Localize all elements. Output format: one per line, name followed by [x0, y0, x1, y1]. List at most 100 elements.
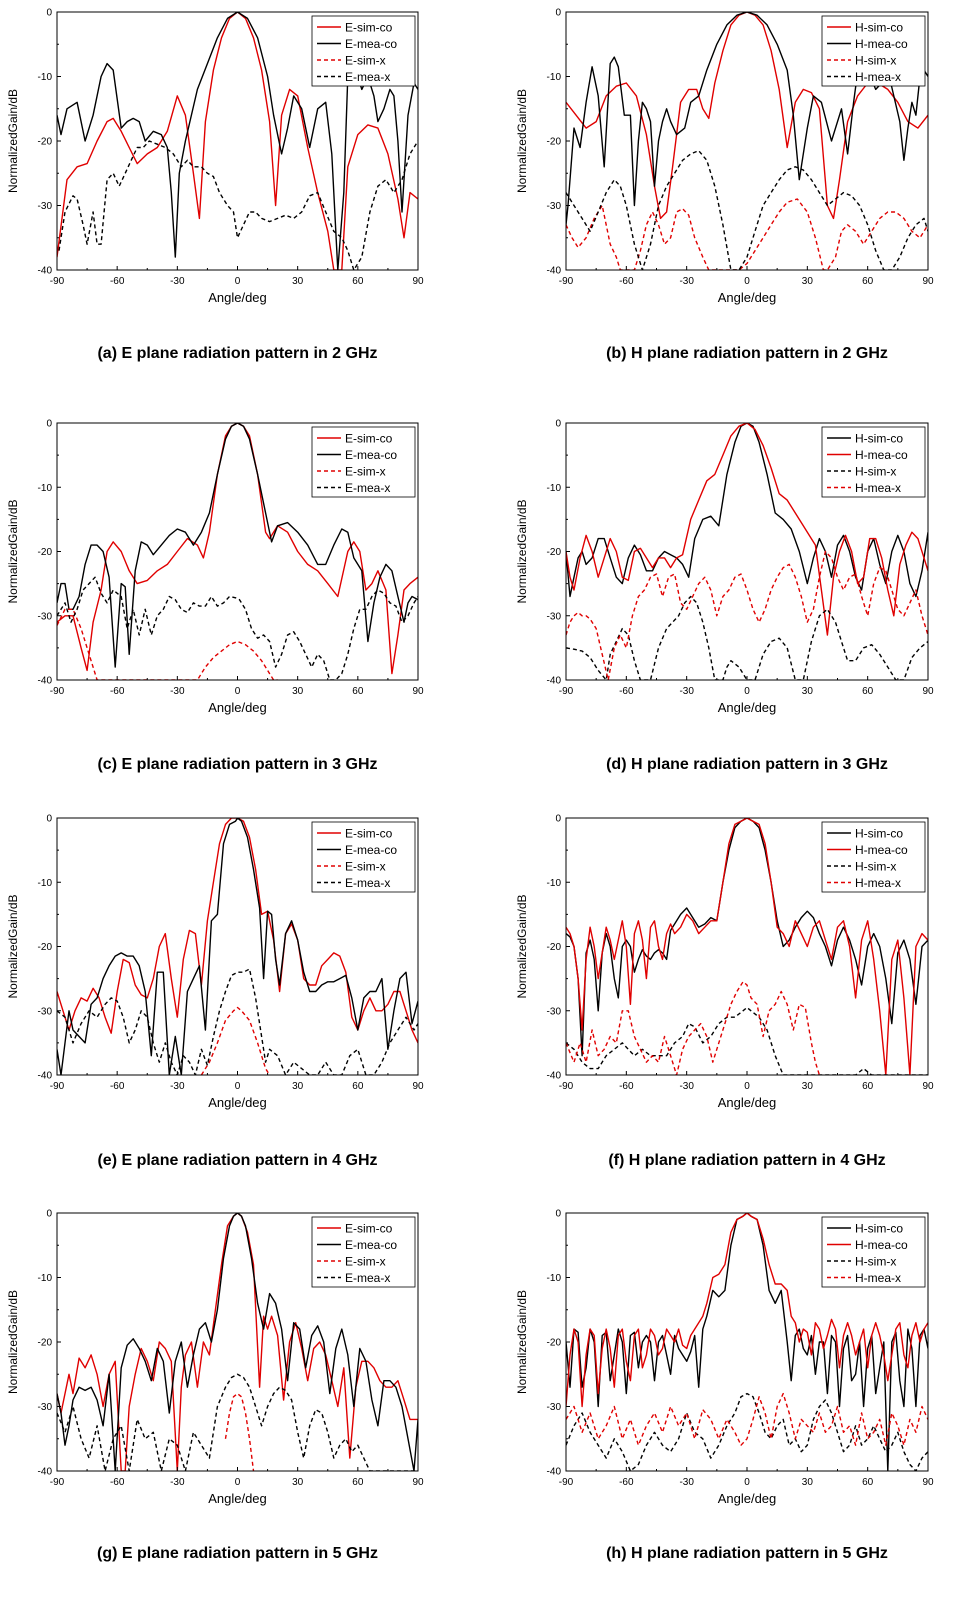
x-tick-label: 30 — [292, 686, 304, 697]
x-tick-label: 0 — [744, 276, 750, 287]
y-tick-label: -10 — [38, 72, 53, 83]
chart-panel: -90 -60 -30 0 30 60 90 0 -10 -20 -30 -40 Angle/deg No… — [6, 8, 424, 306]
y-tick-label: -20 — [547, 942, 562, 953]
y-tick-label: 0 — [46, 814, 52, 825]
x-tick-label: 30 — [292, 276, 304, 287]
x-tick-label: -60 — [110, 1081, 125, 1092]
y-tick-label: -40 — [547, 1467, 562, 1478]
x-tick-label: -30 — [170, 686, 185, 697]
series-line — [566, 595, 928, 680]
y-tick-label: -30 — [38, 1402, 53, 1413]
series-line — [57, 423, 418, 668]
series-line — [566, 423, 928, 598]
x-tick-label: -60 — [619, 686, 634, 697]
x-tick-label: -30 — [170, 1477, 185, 1488]
x-tick-label: 0 — [235, 1477, 241, 1488]
y-tick-label: -30 — [38, 201, 53, 212]
x-tick-label: -30 — [679, 1477, 694, 1488]
series-line — [57, 576, 418, 680]
legend-label: H-mea-x — [855, 481, 901, 495]
legend: E-sim-co E-mea-co E-sim-x E-mea-x — [311, 15, 416, 87]
x-tick-label: 0 — [744, 1081, 750, 1092]
figure-caption: (c) E plane radiation pattern in 3 GHz — [97, 756, 378, 773]
y-tick-label: -10 — [547, 483, 562, 494]
y-axis-label: NormalizedGain/dB — [6, 499, 20, 603]
figure-caption: (e) E plane radiation pattern in 4 GHz — [97, 1152, 378, 1169]
legend: H-sim-co H-mea-co H-sim-x H-mea-x — [821, 426, 926, 498]
series-line — [57, 968, 418, 1075]
series-line — [566, 1392, 928, 1471]
legend-label: E-mea-x — [345, 1271, 390, 1285]
x-tick-label: 30 — [802, 276, 814, 287]
x-tick-label: 60 — [352, 1477, 364, 1488]
x-tick-label: 90 — [412, 1477, 424, 1488]
legend-label: H-mea-x — [855, 876, 901, 890]
series-line — [566, 423, 928, 636]
x-tick-label: -90 — [559, 1081, 574, 1092]
x-axis-label: Angle/deg — [718, 1491, 777, 1506]
legend: E-sim-co E-mea-co E-sim-x E-mea-x — [311, 821, 416, 893]
y-tick-label: -20 — [38, 942, 53, 953]
y-tick-label: -40 — [547, 1071, 562, 1082]
series-line — [57, 608, 278, 680]
series-line — [566, 1213, 928, 1408]
legend-label: H-mea-co — [855, 843, 908, 857]
x-tick-label: 0 — [744, 686, 750, 697]
x-tick-label: -90 — [50, 1477, 65, 1488]
x-tick-label: 90 — [412, 1081, 424, 1092]
x-tick-label: -60 — [110, 1477, 125, 1488]
y-tick-label: 0 — [555, 1209, 561, 1220]
y-tick-label: -20 — [547, 547, 562, 558]
legend-box — [311, 821, 416, 893]
legend-label: E-mea-co — [345, 448, 397, 462]
legend-label: H-sim-co — [855, 21, 903, 35]
x-tick-label: 30 — [802, 1081, 814, 1092]
legend-label: H-mea-x — [855, 70, 901, 84]
y-tick-label: 0 — [46, 1209, 52, 1220]
legend-label: H-sim-x — [855, 1255, 896, 1269]
legend-label: E-sim-co — [345, 1222, 393, 1236]
y-tick-label: 0 — [555, 419, 561, 430]
series-line — [57, 818, 418, 1075]
figure-caption: (h) H plane radiation pattern in 5 GHz — [606, 1545, 888, 1562]
x-tick-label: -30 — [679, 276, 694, 287]
y-tick-label: -10 — [547, 878, 562, 889]
legend-label: H-sim-x — [855, 860, 896, 874]
legend-label: E-sim-co — [345, 827, 393, 841]
legend-label: H-mea-co — [855, 448, 908, 462]
x-tick-label: -60 — [619, 1081, 634, 1092]
x-tick-label: -90 — [559, 276, 574, 287]
series-line — [566, 981, 821, 1075]
x-tick-label: -60 — [110, 686, 125, 697]
legend-label: E-mea-x — [345, 876, 390, 890]
y-tick-label: -40 — [38, 1467, 53, 1478]
y-tick-label: -30 — [38, 1006, 53, 1017]
y-tick-label: -40 — [547, 266, 562, 277]
x-tick-label: 90 — [922, 276, 934, 287]
x-tick-label: 90 — [412, 686, 424, 697]
y-tick-label: 0 — [46, 8, 52, 19]
legend-label: E-sim-x — [345, 1255, 386, 1269]
legend-label: E-sim-x — [345, 54, 386, 68]
y-tick-label: -10 — [547, 1273, 562, 1284]
x-axis-label: Angle/deg — [718, 700, 777, 715]
figure-caption: (b) H plane radiation pattern in 2 GHz — [606, 345, 888, 362]
y-tick-label: -30 — [547, 1006, 562, 1017]
y-axis-label: NormalizedGain/dB — [6, 1290, 20, 1394]
x-tick-label: -90 — [559, 686, 574, 697]
y-tick-label: -10 — [547, 72, 562, 83]
x-tick-label: 60 — [862, 1477, 874, 1488]
x-tick-label: 30 — [292, 1477, 304, 1488]
x-axis-label: Angle/deg — [208, 290, 267, 305]
x-tick-label: -30 — [170, 1081, 185, 1092]
x-tick-label: -60 — [619, 276, 634, 287]
legend-label: E-sim-x — [345, 860, 386, 874]
x-tick-label: -60 — [619, 1477, 634, 1488]
x-tick-label: -30 — [679, 1081, 694, 1092]
y-axis-label: NormalizedGain/dB — [6, 89, 20, 193]
series-line — [566, 550, 928, 680]
legend-label: E-mea-co — [345, 843, 397, 857]
x-tick-label: -30 — [679, 686, 694, 697]
legend-label: H-sim-co — [855, 432, 903, 446]
legend-label: H-sim-x — [855, 54, 896, 68]
